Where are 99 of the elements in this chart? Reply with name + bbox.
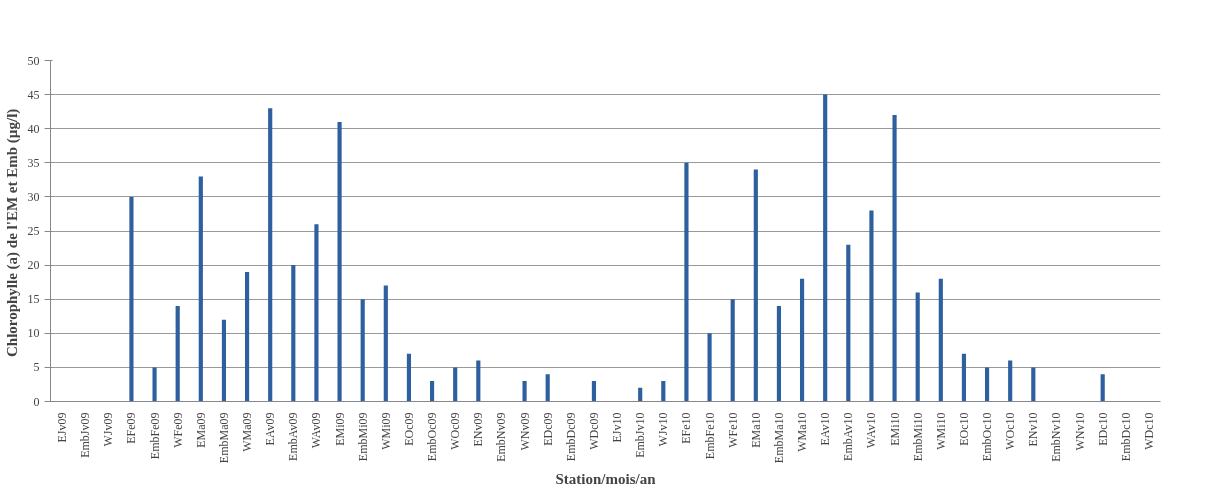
bar — [383, 285, 388, 402]
bar — [776, 306, 782, 402]
x-tick-label: WAv09 — [309, 412, 324, 449]
bar — [175, 306, 180, 402]
x-tick-label: EOc09 — [401, 412, 416, 446]
bar — [823, 94, 828, 402]
x-tick-label: EDc09 — [540, 412, 555, 446]
bar — [406, 353, 412, 402]
x-tick-label: ENv10 — [1026, 412, 1041, 447]
x-tick-label: EOc10 — [956, 412, 971, 446]
bar — [429, 381, 435, 402]
x-tick-label: EAv10 — [818, 412, 833, 446]
y-tick-label: 45 — [27, 87, 40, 102]
bar — [892, 115, 897, 402]
x-tick-label: EmbDc09 — [563, 412, 578, 462]
x-tick-label: EMa09 — [193, 412, 208, 448]
y-tick-label: 40 — [27, 121, 40, 136]
x-tick-label: WOc09 — [448, 412, 463, 450]
x-tick-label: EmbFe09 — [147, 412, 162, 460]
y-tick-label: 15 — [27, 292, 40, 307]
x-tick-label: EAv09 — [263, 412, 278, 446]
y-tick-label: 10 — [27, 326, 40, 341]
x-tick-label: EmbMa10 — [771, 412, 786, 464]
bar — [244, 271, 250, 402]
bar — [1100, 374, 1105, 402]
x-tick-label: EFe10 — [679, 412, 694, 444]
bar — [984, 367, 990, 402]
x-axis-title: Station/mois/an — [555, 471, 657, 488]
x-tick-label: EmbFe10 — [702, 412, 717, 460]
x-tick-label: EmbNv10 — [1049, 412, 1064, 462]
bar — [337, 121, 342, 402]
bar — [291, 265, 296, 402]
x-tick-label: WFe10 — [725, 412, 740, 448]
bar — [799, 278, 805, 402]
bar — [707, 333, 712, 402]
y-axis-title: Chlorophylle (a) de l'EM et Emb (µg/l) — [3, 108, 21, 358]
bar — [268, 108, 273, 402]
bar — [1031, 367, 1036, 402]
bar — [730, 299, 735, 402]
x-tick-label: WMa10 — [795, 412, 810, 452]
x-tick-label: WOc10 — [1003, 412, 1018, 450]
x-tick-label: EmbAv09 — [286, 412, 301, 461]
bar — [360, 299, 365, 402]
x-tick-label: EJv09 — [55, 412, 70, 443]
x-tick-label: EmbAv10 — [841, 412, 856, 461]
x-tick-label: EDc10 — [1095, 412, 1110, 446]
bar — [314, 224, 319, 402]
y-tick-label: 20 — [27, 258, 40, 273]
y-tick-label: 35 — [27, 155, 40, 170]
x-tick-label: WMa09 — [240, 412, 255, 452]
bar — [915, 292, 920, 402]
x-tick-label: EJv10 — [610, 412, 625, 443]
x-tick-label: WDc10 — [1141, 412, 1156, 450]
bar — [198, 176, 203, 402]
bar — [1008, 360, 1013, 402]
bar — [522, 381, 527, 402]
x-tick-label: EmbJv09 — [78, 412, 93, 458]
x-tick-label: EMi10 — [887, 412, 902, 446]
x-tick-label: WNv09 — [517, 412, 532, 451]
y-tick-label: 25 — [27, 224, 40, 238]
bar — [221, 319, 227, 402]
x-tick-label: WDc09 — [586, 412, 601, 450]
y-tick-label: 50 — [27, 53, 40, 68]
x-tick-label: WJv10 — [656, 412, 671, 447]
x-tick-label: EmbMa09 — [216, 412, 231, 464]
y-tick-label: 30 — [27, 189, 40, 204]
x-tick-label: WFe09 — [170, 412, 185, 448]
y-tick-label: 5 — [33, 360, 40, 375]
x-tick-label: EmbMi09 — [355, 412, 370, 462]
y-tick-label: 0 — [33, 394, 40, 409]
x-tick-label: EmbJv10 — [633, 412, 648, 458]
x-tick-label: WMi10 — [933, 412, 948, 450]
x-tick-label: EmbDc10 — [1118, 412, 1133, 462]
bar — [638, 387, 643, 402]
x-tick-label: WAv10 — [864, 412, 879, 449]
x-tick-label: WNv10 — [1072, 412, 1087, 451]
bar — [753, 169, 758, 402]
bar — [591, 381, 597, 402]
bar — [961, 353, 967, 402]
bar — [152, 367, 157, 402]
x-tick-label: EmbNv09 — [494, 412, 509, 462]
x-tick-label: EmbOc10 — [980, 412, 995, 462]
bar — [846, 244, 851, 402]
x-tick-label: EmbMi10 — [910, 412, 925, 462]
bar — [545, 374, 550, 402]
bar — [661, 381, 666, 402]
bar — [938, 278, 943, 402]
x-tick-label: EmbOc09 — [425, 412, 440, 462]
bar — [476, 360, 481, 402]
x-tick-label: WJv09 — [101, 412, 116, 447]
x-tick-label: ENv09 — [471, 412, 486, 447]
bar — [684, 162, 689, 402]
x-tick-label: EFe09 — [124, 412, 139, 444]
bar — [453, 367, 458, 402]
x-tick-label: EMa10 — [748, 412, 763, 448]
bar — [869, 210, 874, 402]
bar — [129, 196, 134, 402]
x-tick-label: WMi09 — [378, 412, 393, 450]
x-tick-label: EMi09 — [332, 412, 347, 446]
